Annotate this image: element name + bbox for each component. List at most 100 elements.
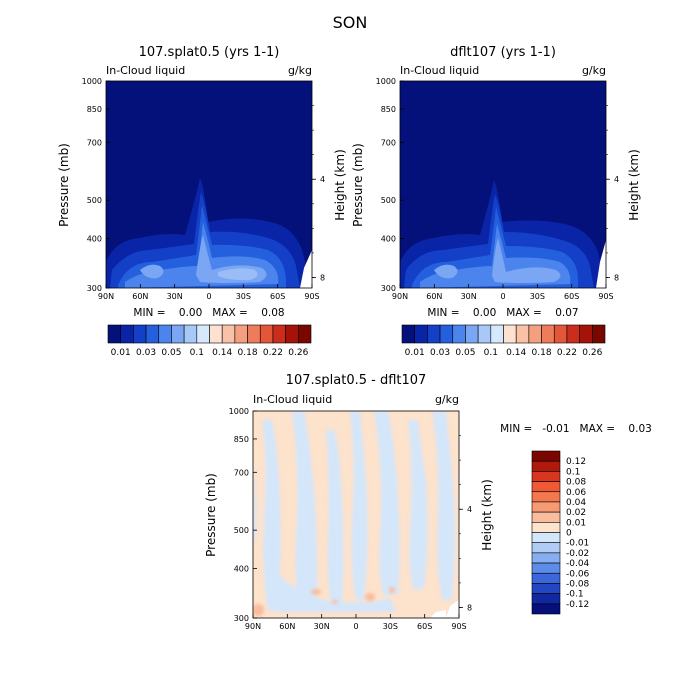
colorbar-label: 0.18	[532, 348, 552, 358]
colorbar-label: 0.03	[136, 348, 156, 358]
panel-b-ylabel: Pressure (mb)	[351, 143, 365, 227]
panel-b-field	[400, 81, 606, 288]
x-tick-label: 90S	[304, 292, 319, 301]
colorbar-swatch	[531, 471, 561, 482]
x-tick-label: 90S	[598, 292, 613, 301]
colorbar-label: 0.06	[566, 488, 586, 498]
x-tick-label: 60S	[417, 622, 432, 631]
colorbar-label: -0.1	[566, 590, 584, 600]
y-tick-label: 850	[381, 105, 396, 114]
y-tick-label: 1000	[376, 77, 396, 86]
colorbar-label: 0	[566, 529, 572, 539]
colorbar-label: -0.08	[566, 579, 590, 589]
colorbar-swatch	[531, 481, 561, 493]
colorbar-swatch	[531, 532, 561, 543]
colorbar-top-b: 0.01 0.03 0.05 0.1 0.14 0.18 0.22 0.26	[401, 324, 606, 358]
colorbar-swatch	[531, 501, 561, 513]
x-tick-label: 90S	[451, 622, 466, 631]
colorbar-swatch	[401, 324, 415, 344]
colorbar-swatch	[528, 324, 542, 344]
colorbar-label: 0.22	[557, 348, 577, 358]
colorbar-swatch	[531, 572, 561, 584]
panel-b-ylabel-right: Height (km)	[627, 149, 641, 220]
panel-b: dflt107 (yrs 1-1) In-Cloud liquid g/kg 9…	[351, 45, 641, 319]
colorbar-swatch	[247, 324, 261, 344]
y-tick-label: 300	[234, 614, 249, 623]
panel-c: 107.splat0.5 - dflt107 In-Cloud liquid g…	[204, 373, 652, 631]
x-tick-label: 30N	[461, 292, 477, 301]
figure-title: SON	[333, 13, 368, 32]
colorbar-swatch	[477, 324, 492, 344]
y-tick-label: 1000	[82, 77, 102, 86]
y-tick-label: 850	[234, 435, 249, 444]
colorbar-swatch	[120, 324, 134, 344]
colorbar-swatch	[414, 324, 428, 344]
x-tick-label: 60S	[270, 292, 285, 301]
colorbar-swatch	[158, 324, 172, 344]
colorbar-label: -0.12	[566, 600, 589, 610]
panel-c-subtitle-left: In-Cloud liquid	[253, 393, 332, 406]
x-tick-label: 30S	[383, 622, 398, 631]
panel-b-subtitle-left: In-Cloud liquid	[400, 64, 479, 77]
panel-b-title: dflt107 (yrs 1-1)	[450, 45, 556, 60]
y-tick-label: 400	[381, 235, 396, 244]
colorbar-label: 0.04	[566, 498, 586, 508]
colorbar-label: 0.08	[566, 478, 586, 488]
panel-a-minmax: MIN = 0.00 MAX = 0.08	[133, 307, 284, 319]
colorbar-swatch	[171, 324, 185, 344]
colorbar-label: 0.1	[190, 348, 204, 358]
colorbar-label: -0.04	[566, 559, 590, 569]
y-right-tick-label: 8	[467, 603, 472, 612]
panel-b-minmax: MIN = 0.00 MAX = 0.07	[427, 307, 578, 319]
colorbar-swatch	[531, 583, 561, 594]
colorbar-swatch	[579, 324, 593, 344]
panel-c-ylabel-right: Height (km)	[480, 479, 494, 550]
panel-b-axes: 90N 60N 30N 0 30S 60S 90S 300 400 500 700 850 1000 8 4	[376, 77, 619, 301]
colorbar-label: 0.05	[455, 348, 475, 358]
colorbar-swatch	[183, 324, 198, 344]
y-tick-label: 500	[87, 196, 102, 205]
x-tick-label: 90N	[98, 292, 114, 301]
colorbar-swatch	[465, 324, 479, 344]
x-tick-label: 90N	[245, 622, 261, 631]
colorbar-swatch	[145, 324, 160, 344]
colorbar-swatch	[503, 324, 517, 344]
colorbar-diff: 0.120.10.080.060.040.020.010-0.01-0.02-0…	[531, 450, 590, 615]
colorbar-label: 0.1	[566, 467, 580, 477]
colorbar-label: 0.26	[582, 348, 602, 358]
panel-c-field	[253, 411, 459, 618]
y-right-tick-label: 8	[614, 273, 619, 282]
y-tick-label: 400	[87, 235, 102, 244]
colorbar-swatch	[553, 324, 568, 344]
colorbar-swatch	[107, 324, 121, 344]
colorbar-swatch	[531, 522, 561, 533]
x-tick-label: 60S	[564, 292, 579, 301]
panel-b-subtitle-right: g/kg	[582, 64, 606, 77]
colorbar-swatch	[531, 552, 561, 564]
panel-a-field	[106, 81, 312, 288]
colorbar-swatch	[259, 324, 274, 344]
colorbar-label: -0.06	[566, 569, 590, 579]
x-tick-label: 30S	[530, 292, 545, 301]
colorbar-swatch	[541, 324, 555, 344]
y-tick-label: 400	[234, 565, 249, 574]
panel-c-title: 107.splat0.5 - dflt107	[286, 373, 427, 388]
y-tick-label: 300	[87, 284, 102, 293]
panel-a-axes: 90N 60N 30N 0 30S 60S 90S 300 400 500 700 850 1000 8 4	[82, 77, 325, 301]
colorbar-swatch	[298, 324, 312, 344]
colorbar-swatch	[196, 324, 210, 344]
panel-c-minmax: MIN = -0.01 MAX = 0.03	[500, 423, 652, 435]
y-tick-label: 1000	[229, 407, 249, 416]
colorbar-swatch	[531, 562, 561, 574]
colorbar-swatch	[531, 450, 561, 462]
y-tick-label: 700	[234, 468, 249, 477]
y-tick-label: 500	[234, 526, 249, 535]
panel-a: 107.splat0.5 (yrs 1-1) In-Cloud liquid g…	[57, 45, 347, 319]
x-tick-label: 60N	[132, 292, 148, 301]
x-tick-label: 30N	[167, 292, 183, 301]
colorbar-swatch	[592, 324, 606, 344]
x-tick-label: 60N	[279, 622, 295, 631]
colorbar-label: 0.01	[405, 348, 425, 358]
y-tick-label: 850	[87, 105, 102, 114]
colorbar-label: 0.14	[212, 348, 232, 358]
